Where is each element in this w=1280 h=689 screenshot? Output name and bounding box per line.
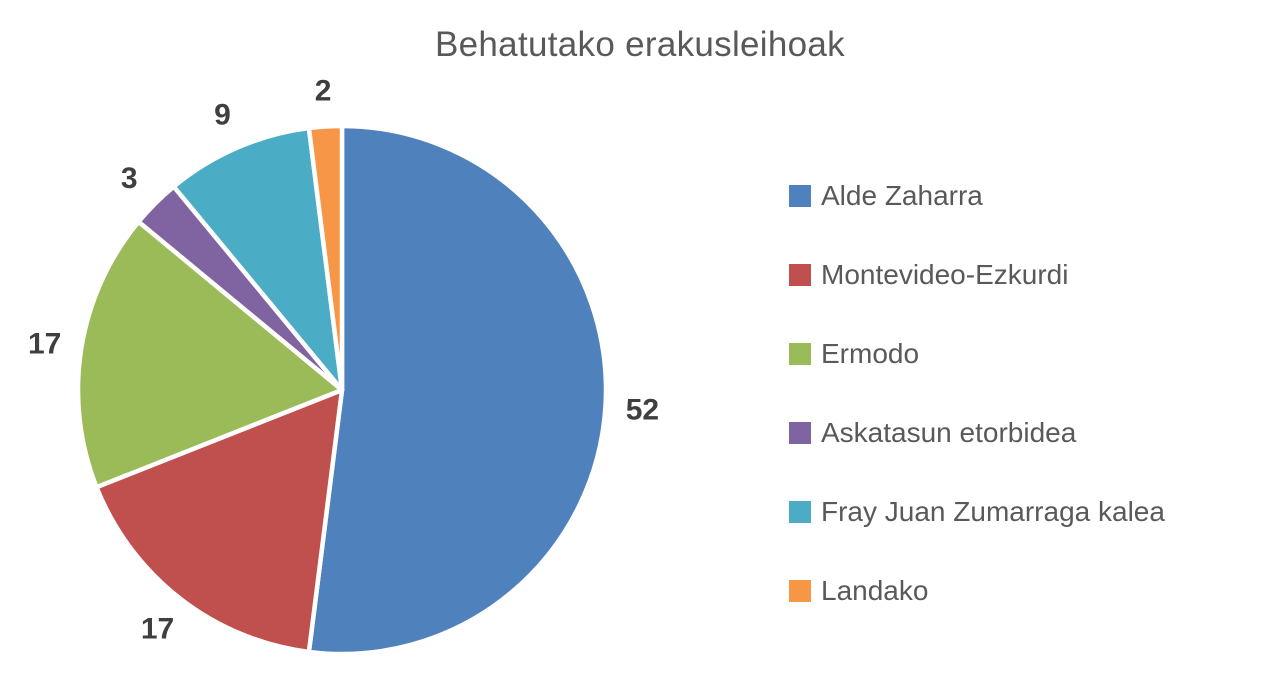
legend-item-fray-juan-zumarraga-kalea: Fray Juan Zumarraga kalea xyxy=(789,472,1165,551)
data-label-fray-juan-zumarraga-kalea: 9 xyxy=(214,99,231,132)
legend-item-montevideo-ezkurdi: Montevideo-Ezkurdi xyxy=(789,235,1165,314)
legend: Alde Zaharra Montevideo-Ezkurdi Ermodo Aska… xyxy=(789,156,1165,630)
legend-item-askatasun-etorbidea: Askatasun etorbidea xyxy=(789,393,1165,472)
legend-label: Ermodo xyxy=(821,337,920,369)
legend-swatch-icon xyxy=(789,579,811,602)
data-label-alde-zaharra: 52 xyxy=(626,394,659,427)
legend-swatch-icon xyxy=(789,421,811,444)
legend-label: Landako xyxy=(821,574,929,606)
legend-swatch-icon xyxy=(789,500,811,523)
legend-item-landako: Landako xyxy=(789,551,1165,630)
data-label-ermodo: 17 xyxy=(28,328,61,361)
pie-slice-landako xyxy=(306,123,345,393)
pie-slice-fray-juan-zumarraga-kalea xyxy=(171,125,345,393)
pie-slice-ermodo xyxy=(75,219,345,490)
data-label-askatasun-etorbidea: 3 xyxy=(121,162,138,195)
legend-label: Alde Zaharra xyxy=(821,179,983,211)
legend-item-alde-zaharra: Alde Zaharra xyxy=(789,156,1165,235)
pie-slice-alde-zaharra xyxy=(306,123,609,657)
data-label-montevideo-ezkurdi: 17 xyxy=(141,613,174,646)
legend-swatch-icon xyxy=(789,342,811,365)
legend-label: Askatasun etorbidea xyxy=(821,416,1077,448)
legend-label: Montevideo-Ezkurdi xyxy=(821,258,1069,290)
data-label-landako: 2 xyxy=(315,74,332,107)
legend-swatch-icon xyxy=(789,263,811,286)
pie-slice-montevideo-ezkurdi xyxy=(94,387,345,655)
legend-item-ermodo: Ermodo xyxy=(789,314,1165,393)
legend-swatch-icon xyxy=(789,184,811,207)
legend-label: Fray Juan Zumarraga kalea xyxy=(821,495,1165,527)
chart-title: Behatutako erakusleihoak xyxy=(435,25,845,64)
